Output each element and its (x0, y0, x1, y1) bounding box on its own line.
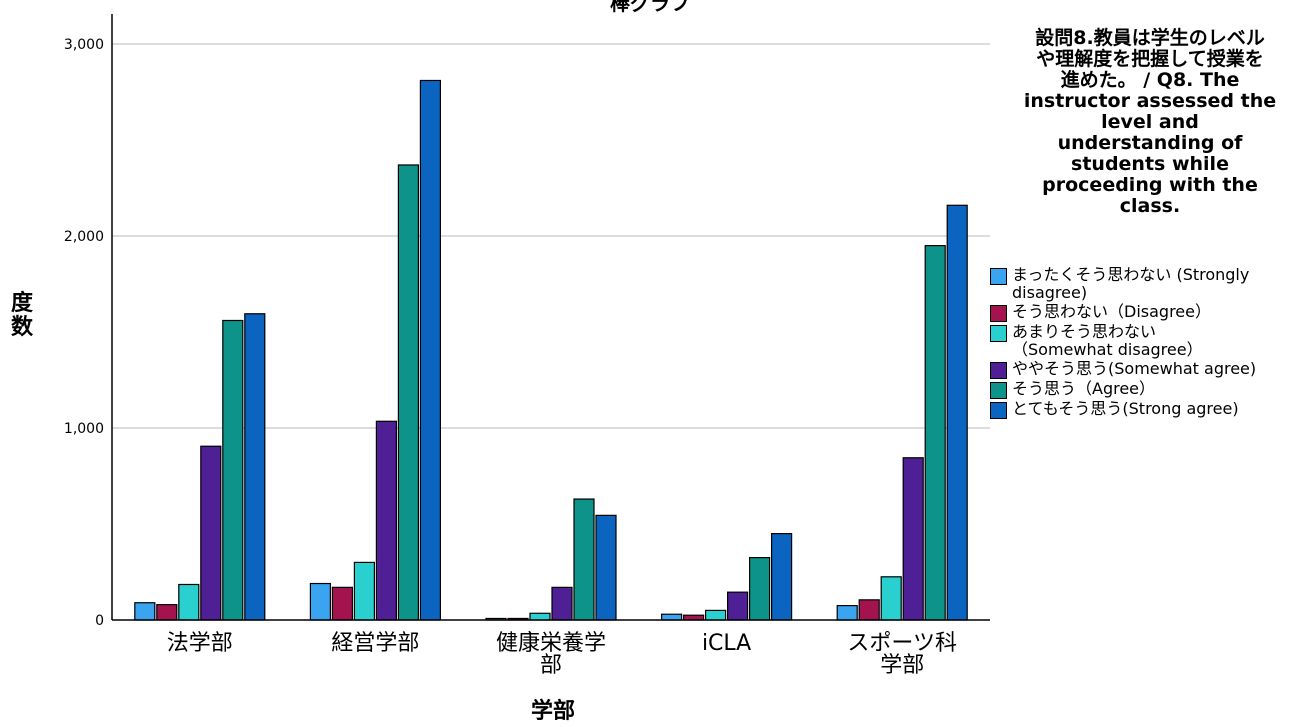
bar (222, 319, 244, 621)
x-axis-title: 学部 (531, 698, 575, 724)
bar (704, 609, 727, 621)
legend-item: そう思わない（Disagree） (990, 303, 1315, 322)
y-tick-label: 2,000 (64, 229, 104, 245)
legend-swatch (990, 362, 1007, 379)
legend-label: とてもそう思う(Strong agree) (1012, 399, 1239, 418)
x-tick-label: iCLA (702, 631, 751, 656)
bar (309, 582, 331, 621)
bar (748, 556, 771, 621)
bar (946, 204, 968, 621)
bar (375, 420, 397, 621)
legend-swatch (990, 325, 1007, 342)
legend-swatch (990, 382, 1007, 399)
legend-title: 設問8.教員は学生のレベル や理解度を把握して授業を 進めた。 / Q8. Th… (1023, 27, 1277, 217)
bar (419, 79, 441, 621)
bar (331, 586, 353, 621)
y-tick-label: 0 (95, 613, 104, 629)
legend-swatch (990, 305, 1007, 322)
x-axis-labels: 法学部 経営学部 健康栄養学部 iCLA スポーツ科学部 (167, 631, 957, 678)
x-tick-label: 健康栄養学部 (496, 631, 606, 678)
bar (134, 602, 156, 621)
bar (770, 532, 793, 621)
bar (244, 313, 266, 621)
legend: まったくそう思わない (Strongly disagree) そう思わない（Dis… (990, 266, 1315, 420)
bar (178, 583, 200, 621)
legend-item: ややそう思う(Somewhat agree) (990, 360, 1315, 379)
bar (397, 164, 419, 621)
bar (529, 612, 551, 621)
legend-swatch (990, 402, 1007, 419)
bar (880, 576, 902, 621)
bar (551, 586, 573, 621)
x-tick-label: スポーツ科学部 (847, 631, 957, 678)
legend-item: まったくそう思わない (Strongly disagree) (990, 266, 1315, 302)
y-tick-label: 1,000 (64, 421, 104, 437)
legend-item: そう思う（Agree） (990, 380, 1315, 399)
bar (858, 599, 880, 621)
y-axis-title: 度数 (11, 290, 34, 340)
gridlines (112, 43, 990, 429)
legend-label: そう思わない（Disagree） (1012, 302, 1211, 321)
legend-label: そう思う（Agree） (1012, 379, 1156, 398)
bar (726, 591, 749, 621)
bar (573, 498, 595, 621)
bar (595, 514, 617, 621)
chart-title: 棒グラフ (610, 0, 690, 15)
y-tick-label: 3,000 (64, 37, 104, 53)
y-axis-ticks: 0 1,000 2,000 3,000 (64, 37, 104, 629)
bar (902, 457, 924, 621)
legend-item: あまりそう思わない （Somewhat disagree） (990, 323, 1315, 359)
bar (924, 245, 946, 621)
legend-item: とてもそう思う(Strong agree) (990, 400, 1315, 419)
bar (353, 561, 375, 621)
bars (134, 79, 968, 621)
legend-label: あまりそう思わない （Somewhat disagree） (1012, 322, 1203, 359)
bar (156, 604, 178, 621)
x-tick-label: 法学部 (167, 631, 233, 656)
bar (200, 445, 222, 621)
legend-label: まったくそう思わない (Strongly disagree) (1012, 265, 1250, 302)
legend-swatch (990, 268, 1007, 285)
bar (836, 604, 858, 621)
bar (660, 613, 683, 621)
x-tick-label: 経営学部 (331, 631, 419, 656)
legend-label: ややそう思う(Somewhat agree) (1012, 359, 1257, 378)
